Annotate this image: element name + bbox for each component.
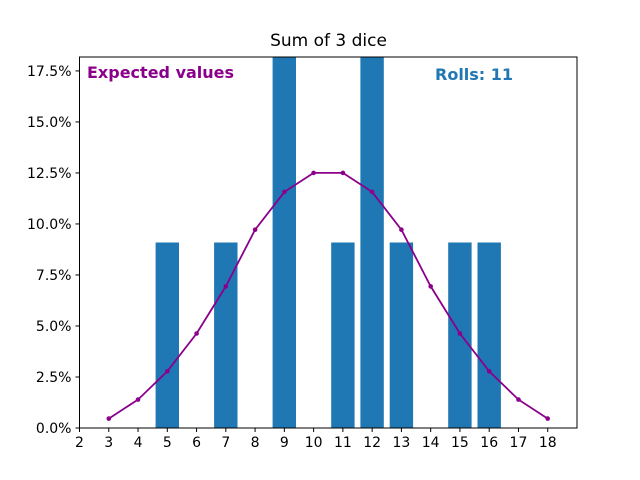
bar: [477, 242, 501, 428]
y-axis-tick-label: 0.0%: [36, 421, 72, 437]
bar: [155, 242, 179, 428]
bar: [214, 242, 238, 428]
expected-values-label: Expected values: [87, 63, 235, 82]
x-axis-tick-label: 10: [305, 435, 323, 451]
expected-line: [108, 171, 549, 420]
data-point-marker: [223, 284, 229, 289]
data-point-marker: [545, 416, 550, 421]
bar: [389, 242, 414, 428]
x-axis-tick-label: 15: [451, 435, 469, 451]
x-axis-tick-label: 7: [221, 435, 230, 451]
y-axis-tick-label: 2.5%: [36, 370, 72, 386]
bar: [272, 57, 296, 428]
x-axis-tick-label: 11: [334, 435, 352, 451]
x-axis-tick-label: 2: [75, 435, 84, 451]
data-point-marker: [106, 416, 112, 421]
data-point-marker: [428, 284, 434, 289]
x-axis-tick-label: 4: [134, 435, 143, 451]
chart-title: Sum of 3 dice: [270, 31, 387, 51]
data-point-marker: [486, 369, 492, 374]
data-point-marker: [165, 369, 170, 374]
x-axis-tick-label: 16: [480, 435, 498, 451]
data-point-marker: [399, 227, 404, 232]
bar: [331, 242, 355, 428]
data-point-marker: [369, 189, 375, 195]
x-axis-tick-label: 6: [192, 435, 201, 451]
x-axis-tick-label: 13: [392, 435, 410, 451]
x-axis-tick-label: 8: [251, 435, 260, 451]
y-axis-tick-label: 10.0%: [27, 217, 71, 233]
y-axis-tick-label: 7.5%: [36, 268, 72, 284]
data-point-marker: [516, 397, 521, 402]
data-point-marker: [135, 397, 141, 402]
x-axis-tick-label: 18: [539, 435, 557, 451]
data-point-marker: [340, 170, 346, 176]
y-axis-tick-label: 15.0%: [27, 115, 71, 131]
x-axis-tick-label: 5: [163, 435, 172, 451]
data-point-marker: [282, 189, 287, 195]
rolls-counter-label: Rolls: 11: [435, 65, 514, 84]
y-axis-tick-label: 12.5%: [27, 166, 71, 182]
x-axis-tick-label: 14: [422, 435, 440, 451]
data-point-marker: [457, 331, 463, 336]
y-axis-tick-label: 17.5%: [27, 64, 71, 80]
data-point-marker: [252, 227, 258, 232]
axes-border: [79, 56, 578, 429]
x-axis-tick-label: 9: [280, 435, 289, 451]
data-point-marker: [194, 331, 199, 336]
data-point-marker: [311, 170, 316, 176]
x-axis-tick-label: 17: [510, 435, 528, 451]
x-axis-tick-label: 3: [104, 435, 113, 451]
bar: [360, 57, 384, 428]
y-axis-tick-label: 5.0%: [36, 319, 72, 335]
x-axis-tick-label: 12: [363, 435, 381, 451]
